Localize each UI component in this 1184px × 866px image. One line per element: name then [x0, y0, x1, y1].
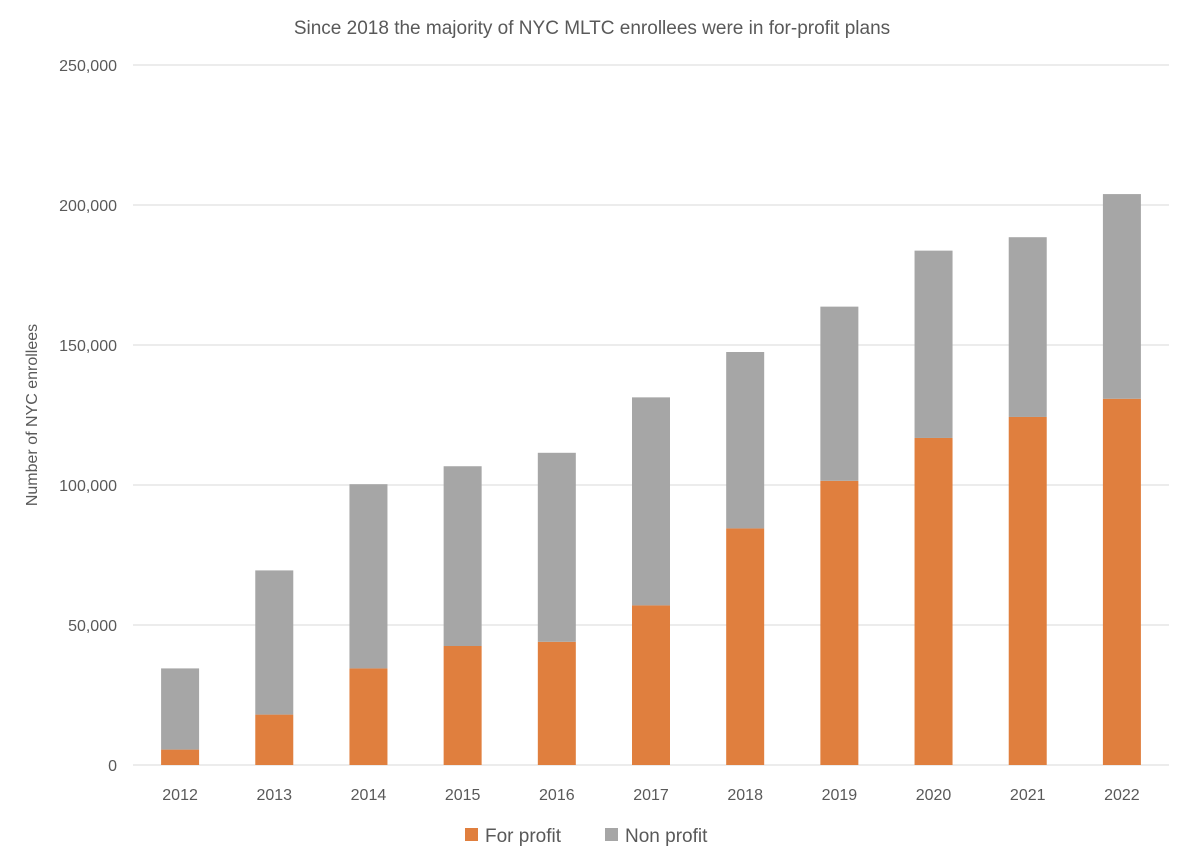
- bar-for-profit-2017: [632, 605, 670, 765]
- x-tick-label: 2021: [1010, 787, 1046, 804]
- x-tick-label: 2022: [1104, 787, 1140, 804]
- bar-non-profit-2021: [1008, 237, 1047, 417]
- x-tick-label: 2015: [445, 787, 481, 804]
- x-axis-ticks: 2012 2013 2014 2015 2016 2017 2018 2019 2020 2021…: [162, 787, 1140, 804]
- y-axis-label: Number of NYC enrollees: [24, 324, 41, 506]
- bar-for-profit-2022: [1102, 398, 1141, 765]
- bar-non-profit-2017: [632, 397, 670, 606]
- legend-swatch: [605, 828, 618, 841]
- x-tick-label: 2017: [633, 787, 669, 804]
- bar-non-profit-2014: [349, 484, 388, 669]
- y-tick-label: 0: [108, 758, 117, 775]
- legend-label: Non profit: [625, 826, 708, 847]
- bar-non-profit-2018: [726, 352, 765, 529]
- y-tick-label: 100,000: [59, 478, 117, 495]
- legend: For profit Non profit: [465, 826, 708, 847]
- y-tick-label: 200,000: [59, 198, 117, 215]
- bar-non-profit-2022: [1102, 194, 1141, 399]
- bar-non-profit-2016: [537, 452, 576, 642]
- legend-item-for-profit: For profit: [465, 826, 562, 847]
- x-tick-label: 2016: [539, 787, 575, 804]
- x-tick-label: 2020: [916, 787, 952, 804]
- bar-non-profit-2015: [443, 466, 482, 646]
- bar-for-profit-2016: [537, 641, 576, 765]
- y-tick-label: 50,000: [68, 618, 117, 635]
- bar-non-profit-2019: [820, 306, 859, 481]
- x-tick-label: 2014: [351, 787, 387, 804]
- bar-for-profit-2020: [914, 437, 953, 765]
- bar-for-profit-2015: [443, 646, 482, 765]
- y-tick-label: 150,000: [59, 338, 117, 355]
- legend-label: For profit: [485, 826, 562, 847]
- x-tick-label: 2018: [727, 787, 763, 804]
- legend-swatch: [465, 828, 478, 841]
- x-tick-label: 2013: [256, 787, 292, 804]
- legend-item-non-profit: Non profit: [605, 826, 708, 847]
- bar-non-profit-2013: [255, 570, 294, 715]
- y-tick-label: 250,000: [59, 58, 117, 75]
- bar-non-profit-2020: [914, 250, 953, 438]
- chart-title: Since 2018 the majority of NYC MLTC enro…: [294, 18, 890, 39]
- y-axis-ticks: 0 50,000 100,000 150,000 200,000 250,000: [59, 58, 117, 775]
- bar-for-profit-2021: [1008, 416, 1047, 765]
- x-tick-label: 2012: [162, 787, 198, 804]
- bar-for-profit-2018: [726, 528, 765, 765]
- bar-for-profit-2019: [820, 480, 859, 765]
- x-tick-label: 2019: [822, 787, 858, 804]
- bar-non-profit-2012: [161, 668, 200, 750]
- bar-for-profit-2014: [349, 668, 388, 765]
- bars: [161, 194, 1141, 765]
- bar-for-profit-2013: [255, 714, 294, 765]
- bar-for-profit-2012: [161, 749, 200, 765]
